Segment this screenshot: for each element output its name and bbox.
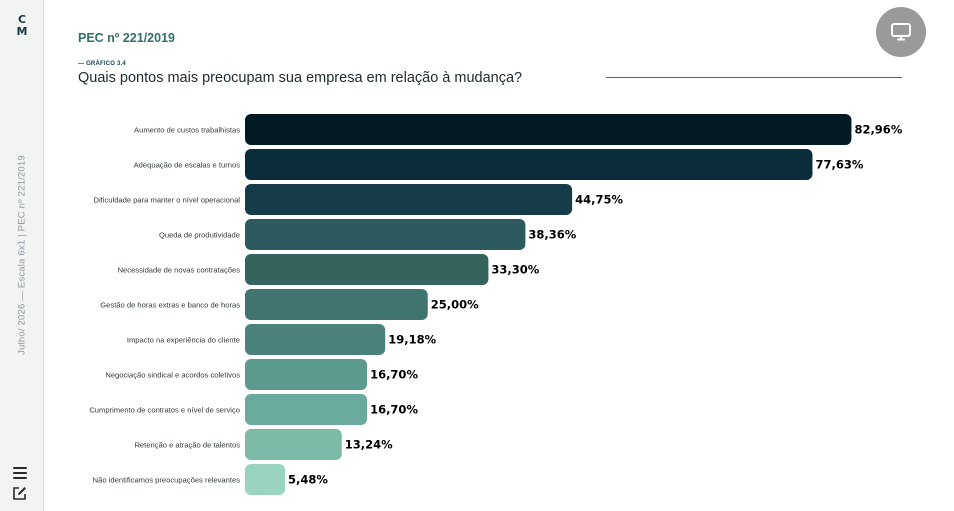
category-label: Queda de produtividade: [159, 231, 240, 240]
value-label: 77,63%: [815, 158, 863, 172]
category-label: Não identificamos preocupações relevante…: [93, 476, 241, 485]
category-label: Aumento de custos trabalhistas: [134, 126, 240, 135]
value-label: 16,70%: [370, 368, 418, 382]
title-divider: [606, 77, 902, 78]
document-title: PEC nº 221/2019: [78, 31, 175, 45]
bar: [245, 324, 386, 355]
category-label: Retenção e atração de talentos: [134, 441, 240, 450]
category-label: Negociação sindical e acordos coletivos: [105, 371, 240, 380]
category-label: Gestão de horas extras e banco de horas: [100, 301, 240, 310]
category-label: Dificuldade para manter o nível operacio…: [94, 196, 241, 205]
bar: [245, 464, 286, 495]
figure-label: — GRÁFICO 3.4: [78, 61, 126, 67]
bar: [245, 184, 573, 215]
bar: [245, 394, 368, 425]
value-label: 44,75%: [575, 193, 623, 207]
value-label: 13,24%: [345, 438, 393, 452]
monitor-icon: [891, 23, 911, 41]
brand-logo: C M: [11, 14, 33, 38]
bar: [245, 289, 428, 320]
bar: [245, 114, 852, 145]
category-label: Adequação de escalas e turnos: [134, 161, 241, 170]
value-label: 38,36%: [528, 228, 576, 242]
value-label: 82,96%: [854, 123, 902, 137]
present-button[interactable]: [876, 7, 926, 57]
value-label: 33,30%: [491, 263, 539, 277]
category-label: Necessidade de novas contratações: [118, 266, 241, 275]
value-label: 25,00%: [431, 298, 479, 312]
logo-letter-top: C: [17, 13, 27, 26]
bar: [245, 429, 342, 460]
bar: [245, 149, 813, 180]
bar: [245, 254, 489, 285]
hamburger-icon[interactable]: [13, 467, 27, 479]
chart-title: Quais pontos mais preocupam sua empresa …: [78, 70, 523, 86]
value-label: 19,18%: [388, 333, 436, 347]
logo-letter-bottom: M: [16, 25, 28, 38]
bar: [245, 219, 526, 250]
value-label: 16,70%: [370, 403, 418, 417]
edit-icon[interactable]: [12, 486, 27, 501]
value-label: 5,48%: [288, 473, 328, 487]
sidebar: C M Julho/ 2026 — Escala 6x1 | PEC nº 22…: [0, 0, 44, 511]
category-label: Impacto na experiência do cliente: [127, 336, 240, 345]
category-label: Cumprimento de contratos e nível de serv…: [89, 406, 240, 415]
bar: [245, 359, 368, 390]
